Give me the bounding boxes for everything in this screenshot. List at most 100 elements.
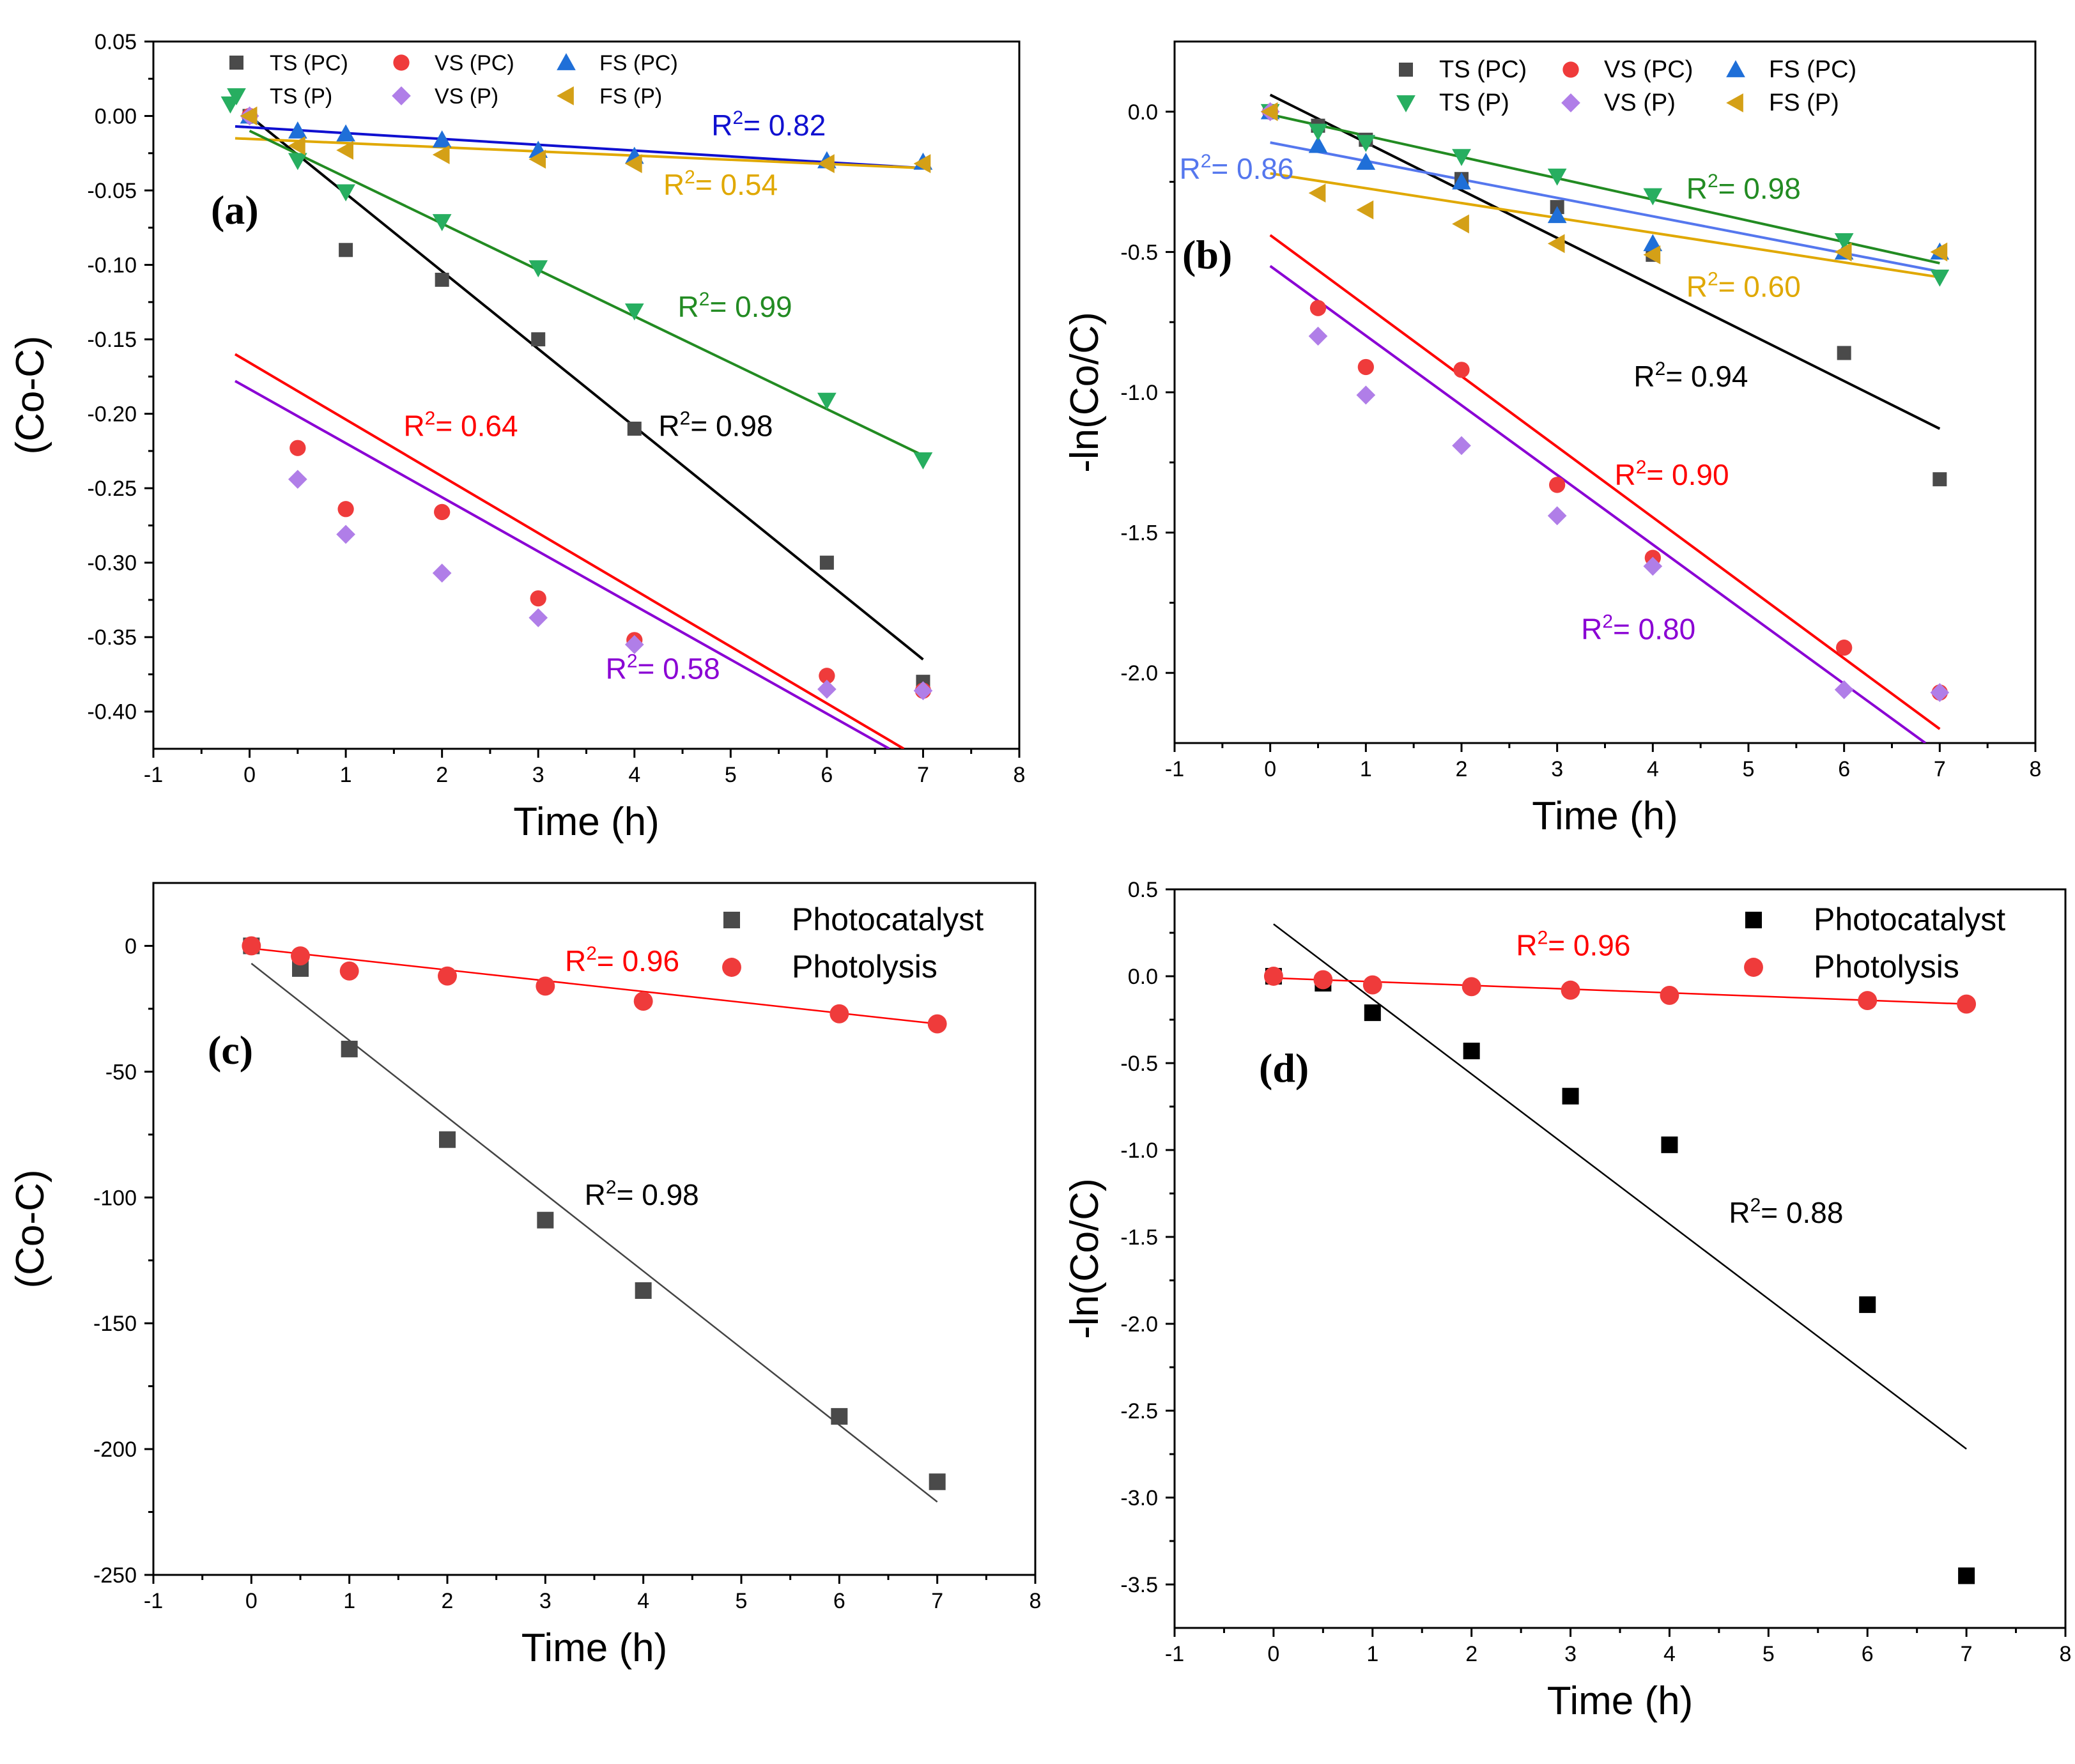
panel-label: (d): [1259, 1045, 1309, 1091]
x-tick-label: 3: [539, 1589, 552, 1613]
x-tick-label: 0: [245, 1589, 258, 1613]
x-tick-label: 5: [736, 1589, 748, 1613]
y-tick-label: 0.00: [95, 105, 137, 129]
data-point: [817, 679, 837, 699]
y-tick-label: -1.5: [1120, 521, 1158, 546]
data-point: [288, 153, 307, 171]
data-point: [627, 421, 642, 436]
y-tick-label: -0.05: [88, 179, 137, 203]
x-tick-label: 3: [1551, 757, 1563, 781]
legend-label: FS (PC): [1769, 56, 1856, 83]
data-point: [336, 525, 355, 544]
data-point: [1930, 242, 1948, 262]
y-tick-label: -0.35: [88, 625, 137, 650]
data-point: [1356, 135, 1376, 152]
data-point: [1462, 977, 1481, 997]
data-point: [1549, 477, 1566, 493]
data-point: [439, 1131, 456, 1148]
data-point: [336, 141, 353, 160]
data-point: [1260, 102, 1278, 121]
y-tick-label: -50: [105, 1060, 137, 1084]
fit-line: [1270, 172, 1940, 279]
legend: TS (PC) VS (PC) FS (PC) TS (P) VS (P) FS (P): [227, 51, 678, 109]
x-axis-label: Time (h): [521, 1626, 667, 1670]
data-point: [817, 392, 837, 410]
data-point: [438, 966, 457, 986]
legend-label: VS (PC): [1604, 56, 1693, 83]
r-squared-label: R2= 0.98: [585, 1177, 699, 1211]
data-point: [528, 150, 546, 169]
data-point: [1308, 135, 1328, 153]
r-squared-label: R2= 0.86: [1179, 151, 1293, 185]
r-squared-label: R2= 0.99: [678, 289, 792, 323]
y-tick-label: -150: [93, 1312, 137, 1336]
legend-label: TS (P): [270, 84, 332, 109]
x-tick-label: 0: [1267, 1642, 1279, 1666]
data-point: [289, 440, 306, 456]
legend-marker: [1396, 95, 1415, 112]
data-point: [537, 1211, 554, 1229]
data-point: [531, 332, 546, 347]
data-point: [1362, 975, 1382, 995]
x-axis-label: Time (h): [513, 800, 659, 844]
x-axis-label: Time (h): [1532, 794, 1678, 838]
legend-marker: [393, 54, 410, 71]
legend-marker: [1745, 912, 1762, 928]
data-point: [1308, 123, 1328, 141]
legend-label: Photolysis: [792, 949, 937, 985]
y-tick-label: -0.30: [88, 551, 137, 576]
fit-line: [249, 130, 924, 457]
x-tick-label: -1: [144, 1589, 163, 1613]
data-point: [1837, 346, 1851, 360]
data-point: [831, 1407, 848, 1425]
r-squared-label: R2= 0.88: [1729, 1195, 1843, 1229]
r-squared-label: R2= 0.82: [711, 107, 826, 142]
legend-marker: [723, 912, 740, 928]
legend: Photocatalyst Photolysis: [722, 901, 984, 985]
data-point: [1958, 1567, 1975, 1584]
x-tick-label: 4: [1647, 757, 1659, 781]
series-vs-p: [1260, 102, 1950, 702]
r-squared-label: R2= 0.90: [1614, 457, 1729, 491]
data-point: [1452, 436, 1471, 456]
data-point: [432, 214, 452, 231]
y-tick-label: -250: [93, 1563, 137, 1588]
plot-area: [1263, 923, 1977, 1584]
fit-line: [251, 947, 937, 1025]
data-point: [1562, 1087, 1579, 1105]
data-point: [1643, 556, 1663, 576]
data-point: [817, 154, 835, 173]
legend-marker: [722, 958, 741, 977]
x-tick-label: 2: [1465, 1642, 1477, 1666]
legend: Photocatalyst Photolysis: [1744, 901, 2005, 985]
data-point: [288, 136, 305, 155]
data-point: [927, 1014, 947, 1034]
y-tick-label: -1.0: [1120, 1139, 1158, 1163]
x-tick-label: 6: [1838, 757, 1850, 781]
data-point: [1834, 680, 1854, 700]
legend-marker: [392, 86, 411, 105]
data-point: [1858, 991, 1878, 1011]
y-tick-label: -0.15: [88, 328, 137, 352]
legend-marker: [1561, 93, 1580, 112]
data-point: [1263, 967, 1283, 986]
x-tick-label: 2: [442, 1589, 454, 1613]
data-point: [288, 470, 307, 489]
legend-marker: [1726, 60, 1745, 77]
legend-label: FS (P): [599, 84, 662, 109]
data-point: [432, 564, 452, 583]
y-tick-label: -1.5: [1120, 1225, 1158, 1250]
data-point: [929, 1473, 946, 1491]
r-squared-label: R2= 0.96: [1516, 927, 1630, 962]
data-point: [1834, 242, 1852, 262]
x-tick-label: 8: [1014, 763, 1026, 787]
x-tick-label: 6: [821, 763, 833, 787]
panel-d: -1 0 1 2 3 4 5 6 7 8 0.5 0.0 -0.5 -1.0 -1.5 -2.0 -2.5 -3.…: [1063, 878, 2071, 1723]
y-tick-label: 0.05: [95, 30, 137, 54]
y-tick-label: -0.10: [88, 254, 137, 278]
data-point: [913, 452, 933, 470]
fit-line: [1269, 265, 1927, 743]
series-fs-p: [240, 106, 931, 173]
x-tick-label: 7: [1961, 1642, 1973, 1666]
